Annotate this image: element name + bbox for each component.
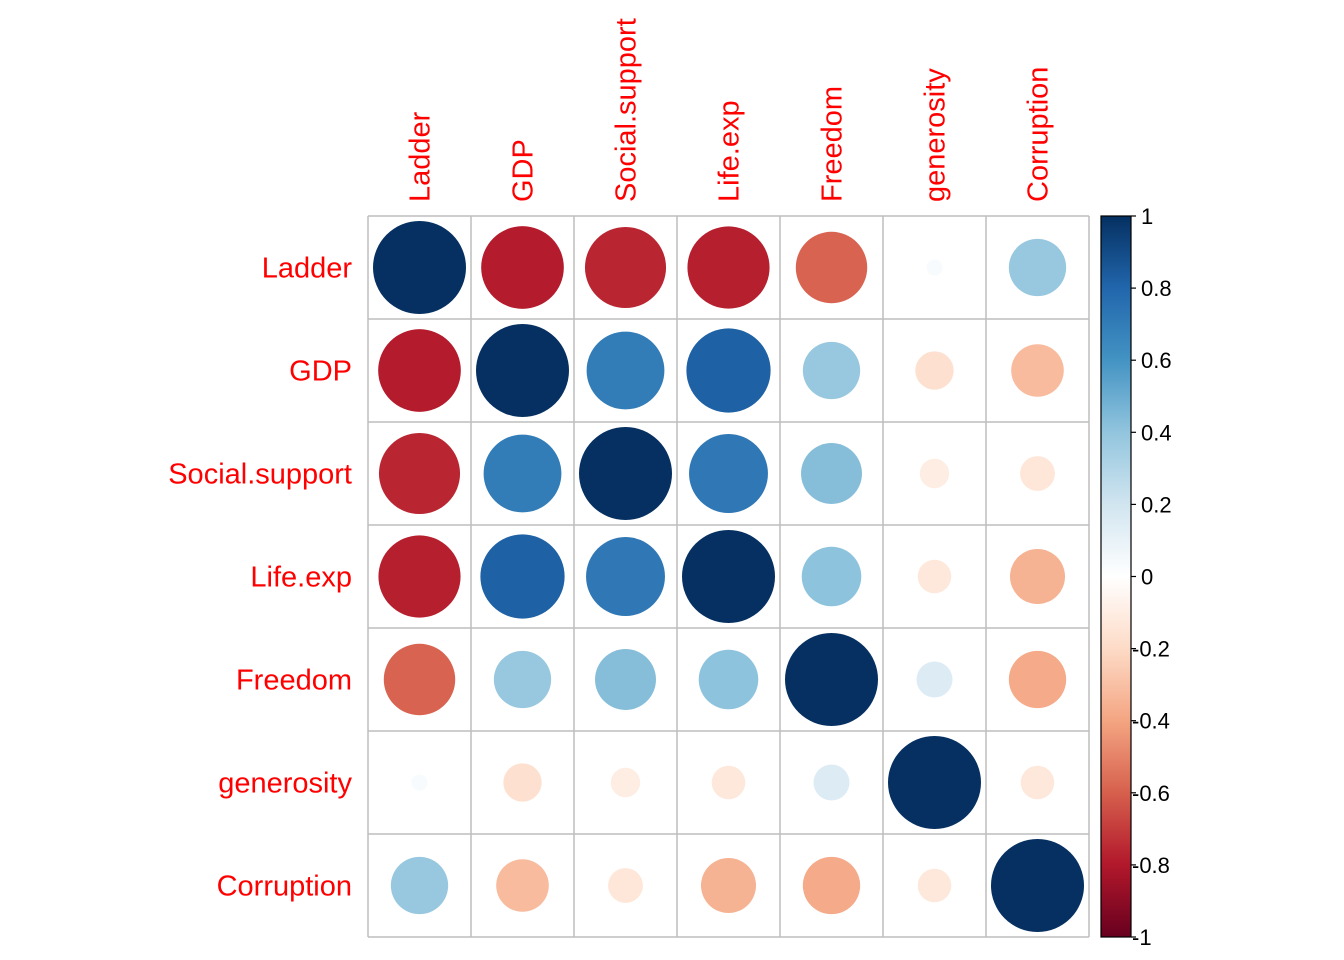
corr-circle-generosity-Social.support xyxy=(610,767,641,798)
corr-circle-Corruption-Life.exp xyxy=(700,857,757,914)
corr-circle-Ladder-generosity xyxy=(926,259,943,276)
corr-circle-Freedom-Ladder xyxy=(383,643,456,716)
corr-circle-Life.exp-Corruption xyxy=(1009,548,1066,605)
corr-circle-GDP-Corruption xyxy=(1011,344,1064,397)
col-label-GDP: GDP xyxy=(508,139,540,202)
colorbar xyxy=(1100,215,1132,938)
corr-circle-Social.support-Social.support xyxy=(579,427,672,520)
corr-circle-Social.support-Freedom xyxy=(801,443,862,504)
corr-circle-Corruption-GDP xyxy=(496,859,549,912)
colorbar-tick-label: -0.2 xyxy=(1132,637,1170,662)
corr-circle-Social.support-Life.exp xyxy=(689,434,768,513)
corr-circle-Social.support-generosity xyxy=(919,458,950,489)
colorbar-ticks: 1 0.8 0.6 0.4 0.2 0 -0.2 -0.4 -0.6 -0.8 -1 xyxy=(1131,204,1172,950)
colorbar-tick-label: 0.2 xyxy=(1141,492,1172,517)
corr-circle-Life.exp-GDP xyxy=(480,534,565,619)
corr-circle-generosity-Ladder xyxy=(411,774,428,791)
corr-circle-Life.exp-Freedom xyxy=(801,546,862,607)
col-label-Social.support: Social.support xyxy=(611,18,643,202)
corr-circle-Freedom-Corruption xyxy=(1008,650,1067,709)
colorbar-tick-label: 0.4 xyxy=(1141,420,1172,445)
col-label-Ladder: Ladder xyxy=(405,111,437,202)
corr-circle-Freedom-Life.exp xyxy=(698,649,759,710)
row-label-generosity: generosity xyxy=(218,768,352,800)
row-label-Ladder: Ladder xyxy=(262,253,353,285)
colorbar-tick-label: 1 xyxy=(1141,204,1153,229)
corr-circle-GDP-Social.support xyxy=(586,331,665,410)
col-label-generosity: generosity xyxy=(920,68,952,202)
corr-circle-Social.support-Corruption xyxy=(1020,456,1055,491)
corr-circle-Corruption-Ladder xyxy=(390,856,449,915)
corr-circle-Social.support-Ladder xyxy=(378,432,461,515)
col-label-Freedom: Freedom xyxy=(817,86,849,202)
corr-circle-Life.exp-Social.support xyxy=(586,537,665,616)
corr-circle-Freedom-generosity xyxy=(916,661,953,698)
corr-circle-GDP-GDP xyxy=(476,324,569,417)
corr-circle-generosity-Corruption xyxy=(1020,765,1055,800)
colorbar-tick-label: 0 xyxy=(1141,565,1153,590)
corr-circle-GDP-Life.exp xyxy=(686,328,771,413)
corr-circle-GDP-Ladder xyxy=(378,329,461,412)
corr-circle-Life.exp-generosity xyxy=(917,559,952,594)
col-label-Life.exp: Life.exp xyxy=(714,100,746,202)
corr-circle-generosity-generosity xyxy=(888,736,981,829)
corr-circle-Freedom-Social.support xyxy=(595,649,656,710)
colorbar-tick-label: 0.8 xyxy=(1141,276,1172,301)
corr-circle-Ladder-Social.support xyxy=(584,226,667,309)
colorbar-tick-label: -0.4 xyxy=(1132,709,1170,734)
corr-circle-Ladder-Ladder xyxy=(373,221,466,314)
corr-circle-Social.support-GDP xyxy=(483,434,562,513)
row-label-GDP: GDP xyxy=(289,356,352,388)
colorbar-gradient xyxy=(1101,216,1131,937)
row-labels: Ladder GDP Social.support Life.exp Freedom ge… xyxy=(168,253,352,903)
row-label-Life.exp: Life.exp xyxy=(250,562,352,594)
colorbar-tick-label: 0.6 xyxy=(1141,348,1172,373)
colorbar-tick-label: -0.8 xyxy=(1132,853,1170,878)
colorbar-tick-label: -0.6 xyxy=(1132,781,1170,806)
column-labels: Ladder GDP Social.support Life.exp Freedom ge… xyxy=(405,18,1055,202)
corr-circle-Corruption-Social.support xyxy=(608,868,643,903)
corr-circle-Corruption-Freedom xyxy=(802,856,861,915)
corr-circle-Ladder-Freedom xyxy=(795,231,868,304)
corr-circle-Freedom-Freedom xyxy=(785,633,878,726)
corr-circle-generosity-Life.exp xyxy=(711,765,746,800)
corr-circle-Ladder-GDP xyxy=(481,226,564,309)
correlation-circles xyxy=(373,221,1084,932)
row-label-Social.support: Social.support xyxy=(168,459,352,491)
corr-circle-Life.exp-Life.exp xyxy=(682,530,775,623)
row-label-Freedom: Freedom xyxy=(236,665,352,697)
corr-circle-GDP-Freedom xyxy=(802,341,861,400)
corr-circle-GDP-generosity xyxy=(915,351,954,390)
colorbar-tick-label: -1 xyxy=(1132,925,1152,950)
corr-circle-Life.exp-Ladder xyxy=(378,535,461,618)
matrix-grid xyxy=(367,215,1090,938)
corr-circle-Ladder-Life.exp xyxy=(687,226,770,309)
corr-circle-Corruption-generosity xyxy=(917,868,952,903)
col-label-Corruption: Corruption xyxy=(1023,67,1055,202)
corr-circle-generosity-Freedom xyxy=(813,764,850,801)
corr-circle-Freedom-GDP xyxy=(493,650,552,709)
corr-circle-generosity-GDP xyxy=(503,763,542,802)
corr-circle-Ladder-Corruption xyxy=(1008,238,1067,297)
corr-circle-Corruption-Corruption xyxy=(991,839,1084,932)
row-label-Corruption: Corruption xyxy=(217,871,352,903)
